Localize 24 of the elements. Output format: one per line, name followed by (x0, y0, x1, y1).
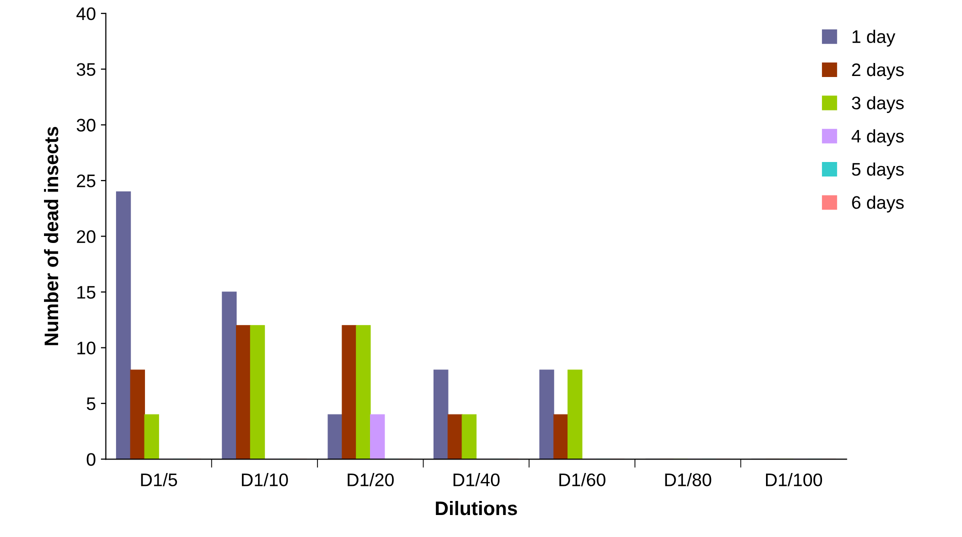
y-axis-title: Number of dead insects (44, 126, 58, 346)
y-tick-label: 20 (76, 230, 96, 243)
legend-label: 1 day (852, 30, 896, 47)
y-tick-label: 15 (77, 286, 96, 299)
y-tick-label: 40 (76, 7, 96, 20)
y-tick-label: 0 (86, 453, 96, 466)
legend-label: 3 days (852, 96, 904, 113)
x-tick-label: D1/80 (665, 473, 712, 486)
legend-label: 6 days (852, 196, 904, 212)
legend-label: 2 days (852, 62, 904, 80)
y-tick-label: 30 (76, 118, 96, 132)
y-tick-label: 10 (77, 342, 96, 354)
x-tick-label: D1/60 (559, 473, 606, 486)
x-tick-label: D1/5 (141, 473, 178, 486)
legend-label: 5 days (852, 162, 904, 180)
x-tick-label: D1/20 (348, 473, 394, 486)
y-tick-label: 25 (76, 174, 96, 188)
x-axis-title: Dilutions (436, 500, 517, 516)
x-tick-label: D1/40 (454, 473, 500, 486)
y-tick-label: 5 (86, 398, 96, 410)
x-tick-label: D1/10 (242, 473, 288, 486)
x-tick-label: D1/100 (766, 473, 822, 486)
y-tick-label: 35 (76, 63, 96, 76)
legend-label: 4 days (852, 129, 904, 146)
